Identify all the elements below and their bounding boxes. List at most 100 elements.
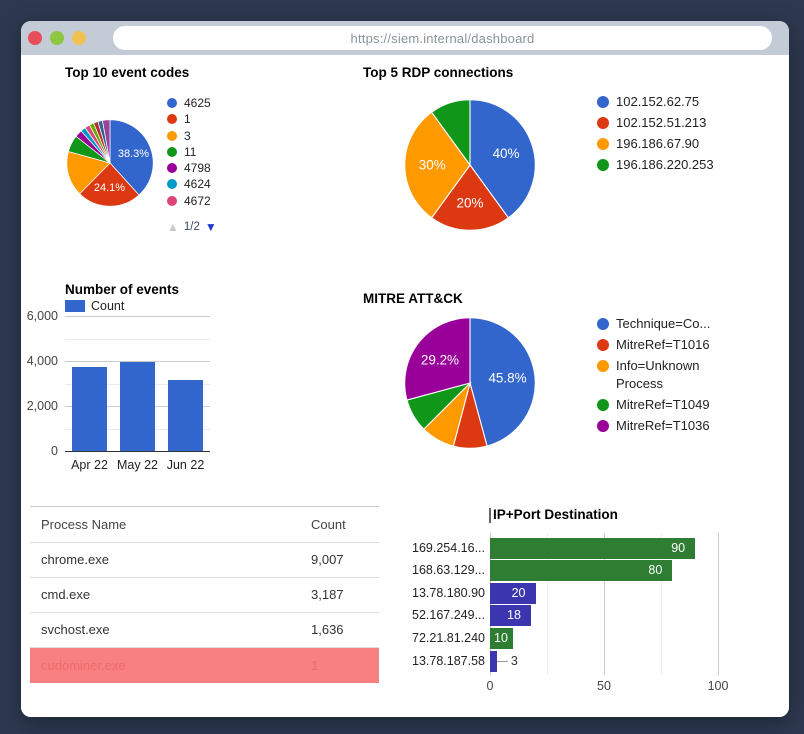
category-label: 169.254.16... bbox=[412, 540, 485, 555]
bar-value-label: 18 bbox=[507, 608, 521, 623]
legend-swatch-icon bbox=[597, 117, 609, 129]
legend-label: 4625 bbox=[184, 96, 211, 110]
browser-toolbar: https://siem.internal/dashboard bbox=[21, 21, 789, 55]
legend-item: MitreRef=T1016 bbox=[597, 336, 734, 354]
legend-swatch-icon bbox=[597, 420, 609, 432]
legend-swatch-icon bbox=[597, 318, 609, 330]
legend-swatch-icon bbox=[167, 130, 177, 141]
url-text: https://siem.internal/dashboard bbox=[350, 30, 535, 46]
legend-label: MitreRef=T1049 bbox=[616, 397, 710, 412]
bar-value-label: 20 bbox=[511, 585, 526, 600]
pie-slice-percent-label: 20% bbox=[457, 195, 484, 210]
url-bar[interactable]: https://siem.internal/dashboard bbox=[113, 26, 772, 50]
events-title: Number of events bbox=[65, 282, 180, 297]
legend-swatch-icon bbox=[167, 195, 177, 206]
pie-slice bbox=[109, 119, 154, 196]
rdp-title: Top 5 RDP connections bbox=[363, 65, 514, 80]
events-legend: Count bbox=[65, 299, 124, 313]
y-axis-tick-label: 0 bbox=[51, 444, 58, 458]
x-axis-tick-label: 100 bbox=[707, 679, 729, 693]
legend-item: 3 bbox=[167, 128, 211, 144]
event-codes-pie-chart: 38.3% 24.1% bbox=[65, 118, 155, 208]
count-series-swatch-icon bbox=[65, 300, 85, 312]
table-row: svchost.exe 1,636 bbox=[30, 613, 379, 648]
category-label: 13.78.180.90 bbox=[412, 585, 485, 600]
pie-slice bbox=[404, 317, 471, 401]
legend-label: 196.186.67.90 bbox=[616, 136, 700, 151]
mitre-pie-chart: 45.8% 29.2% bbox=[402, 315, 538, 451]
count-cell: 3,187 bbox=[311, 587, 344, 602]
process-name-cell: chrome.exe bbox=[41, 552, 109, 567]
gridline bbox=[65, 316, 210, 317]
legend-swatch-icon bbox=[597, 138, 609, 150]
process-name-cell: svchost.exe bbox=[41, 622, 110, 637]
process-name-cell: cudominer.exe bbox=[41, 658, 126, 673]
x-axis-tick-label: Apr 22 bbox=[71, 458, 108, 472]
legend-page-indicator: 1/2 bbox=[183, 221, 200, 233]
legend-swatch-icon bbox=[167, 114, 177, 125]
bar-value-label: 10 bbox=[494, 631, 508, 646]
bar-value-label: 3 bbox=[510, 653, 518, 668]
pie-slice-percent-label: 40% bbox=[493, 146, 520, 161]
maximize-button[interactable] bbox=[72, 31, 86, 45]
legend-label: 4624 bbox=[184, 177, 211, 192]
legend-label: 196.186.220.253 bbox=[616, 157, 714, 172]
y-axis-tick-label: 2,000 bbox=[26, 399, 58, 413]
minimize-button[interactable] bbox=[50, 31, 64, 45]
legend-item: 102.152.51.213 bbox=[597, 114, 714, 132]
legend-swatch-icon bbox=[597, 159, 609, 171]
count-cell: 1,636 bbox=[311, 622, 344, 637]
legend-label: 4798 bbox=[184, 161, 211, 176]
bar-13-78-187-58 bbox=[490, 650, 497, 672]
y-axis-tick-label: 4,000 bbox=[26, 354, 58, 368]
gridline bbox=[65, 338, 210, 340]
x-axis-tick-label: 0 bbox=[486, 679, 494, 693]
pie-slice bbox=[79, 162, 140, 207]
gridline bbox=[718, 533, 719, 675]
gridline bbox=[661, 533, 662, 675]
bar-apr-22 bbox=[72, 367, 107, 451]
legend-label: MitreRef=T1036 bbox=[616, 418, 710, 433]
pie-slice bbox=[469, 317, 536, 447]
legend-label: Info=Unknown Process bbox=[616, 358, 700, 391]
bar-value-label: 80 bbox=[648, 563, 663, 578]
pie-slice bbox=[66, 151, 111, 195]
mitre-legend: Technique=Co... MitreRef=T1016 Info=Unknow… bbox=[597, 315, 734, 438]
rdp-legend: 102.152.62.75 102.152.51.213 196.186.67.90… bbox=[597, 93, 714, 177]
legend-label: 4672 bbox=[184, 193, 211, 208]
bar-169-254-16- bbox=[490, 537, 696, 559]
legend-swatch-icon bbox=[167, 98, 177, 108]
legend-item: 11 bbox=[167, 144, 211, 160]
legend-item: 1 bbox=[167, 111, 211, 127]
pie-slice bbox=[469, 99, 536, 219]
bar-may-22 bbox=[120, 361, 155, 451]
events-bar-chart bbox=[65, 316, 210, 452]
legend-swatch-icon bbox=[167, 163, 177, 174]
close-button[interactable] bbox=[28, 31, 42, 45]
legend-swatch-icon bbox=[597, 339, 609, 351]
x-axis-tick-label: May 22 bbox=[117, 458, 158, 472]
legend-swatch-icon bbox=[597, 399, 609, 411]
bar-jun-22 bbox=[168, 379, 203, 451]
count-series-label: Count bbox=[91, 299, 125, 313]
table-row-alert: cudominer.exe 1 bbox=[30, 648, 379, 683]
legend-page-down-icon[interactable]: ▼ bbox=[204, 220, 217, 234]
pie-slice-percent-label: 45.8% bbox=[488, 370, 526, 385]
legend-page-up-icon[interactable]: ▲ bbox=[167, 220, 179, 234]
legend-label: 102.152.62.75 bbox=[616, 94, 700, 109]
legend-item: Technique=Co... bbox=[597, 315, 734, 333]
bar-52-167-249- bbox=[490, 605, 531, 627]
legend-item: MitreRef=T1036 bbox=[597, 417, 734, 435]
pie-slice-percent-label: 30% bbox=[419, 158, 446, 173]
mitre-title: MITRE ATT&CK bbox=[363, 291, 463, 306]
y-axis-tick-label: 6,000 bbox=[26, 309, 58, 323]
count-header: Count bbox=[311, 517, 346, 532]
dashboard-page: Top 10 event codes 38.3% 24.1% 4625 1 3 11 47… bbox=[21, 55, 789, 717]
x-axis-tick-label: Jun 22 bbox=[166, 458, 205, 472]
legend-swatch-icon bbox=[597, 360, 609, 372]
legend-pagination: ▲ 1/2 ▼ bbox=[167, 220, 217, 234]
pie-slice-percent-label: 38.3% bbox=[118, 148, 149, 160]
pie-slice-percent-label: 24.1% bbox=[94, 182, 125, 194]
table-row: chrome.exe 9,007 bbox=[30, 543, 379, 578]
